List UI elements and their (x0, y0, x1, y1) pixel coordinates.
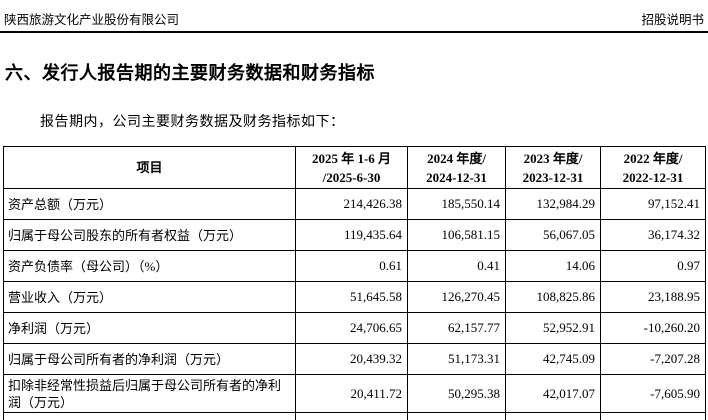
table-row: 资产负债率（母公司）（%） 0.61 0.41 14.06 0.97 (3, 250, 706, 282)
period-header-2025: 2025 年 1-6 月 /2025-6-30 (295, 146, 408, 189)
value-cell: 119,435.64 (295, 219, 408, 251)
value-cell (505, 412, 601, 420)
row-label-cell: 归属于母公司所有者的净利润（万元） (3, 343, 296, 375)
period-header-line: 2023 年度/ (523, 150, 583, 166)
value-cell: 132,984.29 (505, 188, 601, 220)
value-cell: 108,825.86 (505, 281, 601, 313)
row-label-cell: 扣除非经常性损益后归属于母公司所有者的净利润（万元） (3, 374, 296, 413)
period-header-line: 2023-12-31 (522, 169, 584, 185)
value-cell: 126,270.45 (407, 281, 506, 313)
running-header: 陕西旅游文化产业股份有限公司 招股说明书 (0, 0, 708, 33)
table-row: 归属于母公司股东的所有者权益（万元） 119,435.64 106,581.15… (3, 219, 706, 251)
period-header-line: 2024-12-31 (426, 169, 487, 185)
value-cell: -10,260.20 (600, 312, 706, 344)
table-row: 归属于母公司所有者的净利润（万元） 20,439.32 51,173.31 42… (3, 343, 706, 375)
value-cell: 23,188.95 (600, 281, 706, 313)
value-cell (295, 412, 408, 420)
value-cell: 51,645.58 (295, 281, 408, 313)
period-header-2023: 2023 年度/ 2023-12-31 (505, 146, 601, 189)
item-column-header: 项目 (3, 146, 296, 189)
table-row: 扣除非经常性损益后归属于母公司所有者的净利润（万元） 20,411.72 50,… (3, 374, 706, 413)
document-type-label: 招股说明书 (641, 13, 704, 27)
value-cell: 97,152.41 (600, 188, 706, 220)
period-header-line: /2025-6-30 (322, 169, 381, 185)
period-header-line: 2022 年度/ (623, 150, 683, 166)
value-cell: 106,581.15 (407, 219, 506, 251)
value-cell (600, 412, 706, 420)
row-label-cell: 归属于母公司股东的所有者权益（万元） (3, 219, 296, 251)
value-cell: 0.41 (407, 250, 506, 282)
value-cell: 36,174.32 (600, 219, 706, 251)
value-cell: 0.97 (600, 250, 706, 282)
table-row-cutoff (3, 412, 706, 420)
company-name: 陕西旅游文化产业股份有限公司 (4, 13, 180, 27)
period-header-2022: 2022 年度/ 2022-12-31 (600, 146, 706, 189)
value-cell: 20,439.32 (295, 343, 408, 375)
period-header-2024: 2024 年度/ 2024-12-31 (407, 146, 506, 189)
period-header-line: 2024 年度/ (427, 150, 486, 166)
value-cell: 52,952.91 (505, 312, 601, 344)
table-header-row: 项目 2025 年 1-6 月 /2025-6-30 2024 年度/ 2024… (3, 146, 706, 189)
table-row: 净利润（万元） 24,706.65 62,157.77 52,952.91 -1… (3, 312, 706, 344)
value-cell: 24,706.65 (295, 312, 408, 344)
value-cell: 56,067.05 (505, 219, 601, 251)
value-cell: -7,605.90 (600, 374, 706, 413)
financial-data-table: 项目 2025 年 1-6 月 /2025-6-30 2024 年度/ 2024… (3, 146, 706, 420)
value-cell: 42,745.09 (505, 343, 601, 375)
value-cell: 42,017.07 (505, 374, 601, 413)
table-row: 资产总额（万元） 214,426.38 185,550.14 132,984.2… (3, 188, 706, 220)
table-row: 营业收入（万元） 51,645.58 126,270.45 108,825.86… (3, 281, 706, 313)
value-cell: 214,426.38 (295, 188, 408, 220)
row-label-cell: 营业收入（万元） (3, 281, 296, 313)
value-cell: 185,550.14 (407, 188, 506, 220)
value-cell: 0.61 (295, 250, 408, 282)
value-cell: 51,173.31 (407, 343, 506, 375)
value-cell: -7,207.28 (600, 343, 706, 375)
value-cell: 14.06 (505, 250, 601, 282)
value-cell (407, 412, 506, 420)
value-cell: 62,157.77 (407, 312, 506, 344)
row-label-cell: 净利润（万元） (3, 312, 296, 344)
section-title: 六、发行人报告期的主要财务数据和财务指标 (5, 63, 375, 83)
intro-paragraph: 报告期内，公司主要财务数据及财务指标如下： (40, 115, 345, 130)
row-label-cell (3, 412, 296, 420)
period-header-line: 2025 年 1-6 月 (311, 150, 392, 166)
period-header-line: 2022-12-31 (622, 169, 684, 185)
value-cell: 20,411.72 (295, 374, 408, 413)
value-cell: 50,295.38 (407, 374, 506, 413)
row-label-cell: 资产总额（万元） (3, 188, 296, 220)
row-label-cell: 资产负债率（母公司）（%） (3, 250, 296, 282)
